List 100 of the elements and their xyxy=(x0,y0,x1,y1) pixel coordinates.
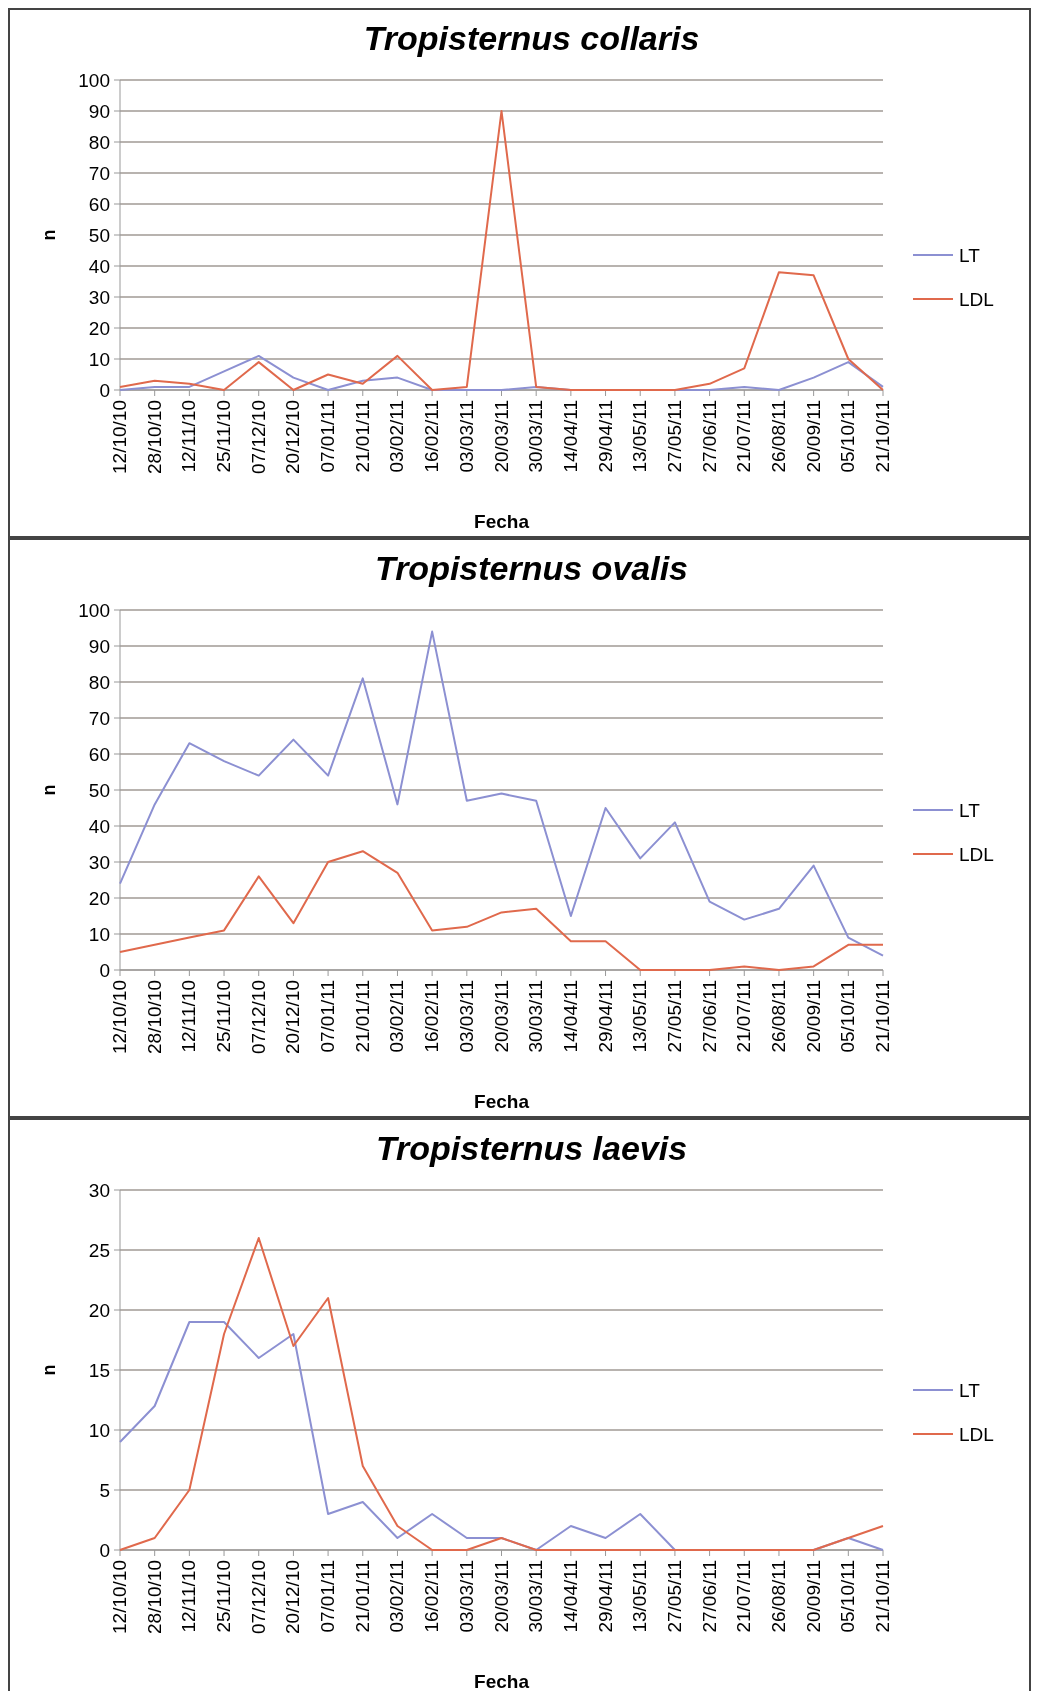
y-tick-label: 70 xyxy=(88,162,110,184)
line-series xyxy=(119,630,884,957)
legend-label: LT xyxy=(959,1379,981,1401)
chart-title: Tropisternus ovalis xyxy=(374,549,689,587)
y-tick-label: 0 xyxy=(99,379,110,401)
y-axis-title: n xyxy=(39,1364,59,1376)
x-tick-label: 27/05/11 xyxy=(663,400,685,473)
x-tick-label: 29/04/11 xyxy=(594,400,616,473)
x-tick-label: 25/11/10 xyxy=(213,980,235,1053)
x-tick-label: 03/03/11 xyxy=(455,980,477,1053)
x-tick-label: 28/10/10 xyxy=(143,400,165,474)
x-tick-label: 27/05/11 xyxy=(663,1560,685,1633)
x-tick-label: 27/06/11 xyxy=(698,980,720,1053)
x-tick-label: 03/02/11 xyxy=(386,1560,408,1633)
x-tick-label: 05/10/11 xyxy=(837,980,859,1053)
x-tick-label: 03/02/11 xyxy=(386,980,408,1053)
x-tick-label: 29/04/11 xyxy=(594,1560,616,1633)
x-tick-label: 21/01/11 xyxy=(351,1560,373,1633)
y-tick-label: 30 xyxy=(88,1179,110,1201)
x-tick-label: 20/09/11 xyxy=(802,400,824,473)
legend-label: LT xyxy=(959,799,981,821)
y-axis-title: n xyxy=(39,784,59,796)
x-tick-label: 20/09/11 xyxy=(802,980,824,1053)
x-tick-label: 21/07/11 xyxy=(733,1560,755,1633)
legend-label: LDL xyxy=(959,843,994,865)
x-tick-label: 03/03/11 xyxy=(455,1560,477,1633)
x-tick-label: 27/06/11 xyxy=(698,400,720,473)
y-tick-label: 80 xyxy=(88,671,110,693)
y-tick-label: 0 xyxy=(99,1539,110,1561)
x-tick-label: 07/12/10 xyxy=(247,1560,269,1634)
x-tick-label: 16/02/11 xyxy=(421,980,443,1053)
x-tick-label: 21/07/11 xyxy=(733,980,755,1053)
x-tick-label: 12/11/10 xyxy=(178,1560,200,1633)
x-tick-label: 26/08/11 xyxy=(767,1560,789,1633)
legend-label: LT xyxy=(959,244,981,266)
x-tick-label: 16/02/11 xyxy=(421,400,443,473)
y-tick-label: 60 xyxy=(88,743,110,765)
x-tick-label: 12/10/10 xyxy=(109,980,130,1054)
x-tick-label: 14/04/11 xyxy=(559,400,581,473)
x-tick-label: 07/12/10 xyxy=(247,980,269,1054)
x-tick-label: 20/12/10 xyxy=(282,400,304,474)
x-tick-label: 07/12/10 xyxy=(247,400,269,474)
y-tick-label: 50 xyxy=(88,779,110,801)
x-tick-label: 20/03/11 xyxy=(490,1560,512,1633)
y-tick-label: 40 xyxy=(88,815,110,837)
y-tick-label: 70 xyxy=(88,707,110,729)
y-tick-label: 50 xyxy=(88,224,110,246)
y-tick-label: 10 xyxy=(88,1419,110,1441)
x-tick-label: 26/08/11 xyxy=(767,400,789,473)
x-axis-title: Fecha xyxy=(474,1091,530,1112)
x-tick-label: 03/03/11 xyxy=(455,400,477,473)
x-tick-label: 12/10/10 xyxy=(109,1560,130,1634)
x-tick-label: 13/05/11 xyxy=(629,980,651,1053)
x-tick-label: 07/01/11 xyxy=(317,400,339,473)
y-tick-label: 60 xyxy=(88,193,110,215)
x-tick-label: 21/01/11 xyxy=(351,400,373,473)
x-tick-label: 21/10/11 xyxy=(872,400,893,473)
x-tick-label: 13/05/11 xyxy=(629,1560,651,1633)
x-tick-label: 26/08/11 xyxy=(767,980,789,1053)
y-tick-label: 90 xyxy=(88,100,110,122)
x-tick-label: 29/04/11 xyxy=(594,980,616,1053)
x-tick-label: 21/01/11 xyxy=(351,980,373,1053)
x-tick-label: 21/07/11 xyxy=(733,400,755,473)
chart-title: Tropisternus laevis xyxy=(375,1129,688,1167)
x-tick-label: 16/02/11 xyxy=(421,1560,443,1633)
x-tick-label: 12/10/10 xyxy=(109,400,130,474)
y-tick-label: 20 xyxy=(88,317,110,339)
x-tick-label: 20/03/11 xyxy=(490,400,512,473)
x-tick-label: 03/02/11 xyxy=(386,400,408,473)
x-tick-label: 30/03/11 xyxy=(525,400,547,473)
x-tick-label: 21/10/11 xyxy=(872,980,893,1053)
x-tick-label: 20/03/11 xyxy=(490,980,512,1053)
x-tick-label: 07/01/11 xyxy=(317,980,339,1053)
y-tick-label: 20 xyxy=(88,887,110,909)
y-tick-label: 15 xyxy=(88,1359,110,1381)
x-axis-title: Fecha xyxy=(474,1671,530,1691)
y-axis-title: n xyxy=(39,229,59,241)
y-tick-label: 30 xyxy=(88,286,110,308)
x-tick-label: 25/11/10 xyxy=(213,400,235,473)
y-tick-label: 25 xyxy=(88,1239,110,1261)
y-tick-label: 5 xyxy=(99,1479,110,1501)
y-tick-label: 40 xyxy=(88,255,110,277)
y-tick-label: 100 xyxy=(78,599,110,621)
x-tick-label: 27/05/11 xyxy=(663,980,685,1053)
x-tick-label: 20/12/10 xyxy=(282,980,304,1054)
x-tick-label: 25/11/10 xyxy=(213,1560,235,1633)
x-tick-label: 20/09/11 xyxy=(802,1560,824,1633)
y-tick-label: 100 xyxy=(78,69,110,91)
x-tick-label: 20/12/10 xyxy=(282,1560,304,1634)
y-tick-label: 90 xyxy=(88,635,110,657)
x-tick-label: 28/10/10 xyxy=(143,1560,165,1634)
x-tick-label: 07/01/11 xyxy=(317,1560,339,1633)
x-tick-label: 28/10/10 xyxy=(143,980,165,1054)
y-tick-label: 10 xyxy=(88,348,110,370)
x-axis-title: Fecha xyxy=(474,511,530,532)
y-tick-label: 30 xyxy=(88,851,110,873)
x-tick-label: 05/10/11 xyxy=(837,1560,859,1633)
x-tick-label: 14/04/11 xyxy=(559,1560,581,1633)
legend-label: LDL xyxy=(959,288,994,310)
y-tick-label: 10 xyxy=(88,923,110,945)
